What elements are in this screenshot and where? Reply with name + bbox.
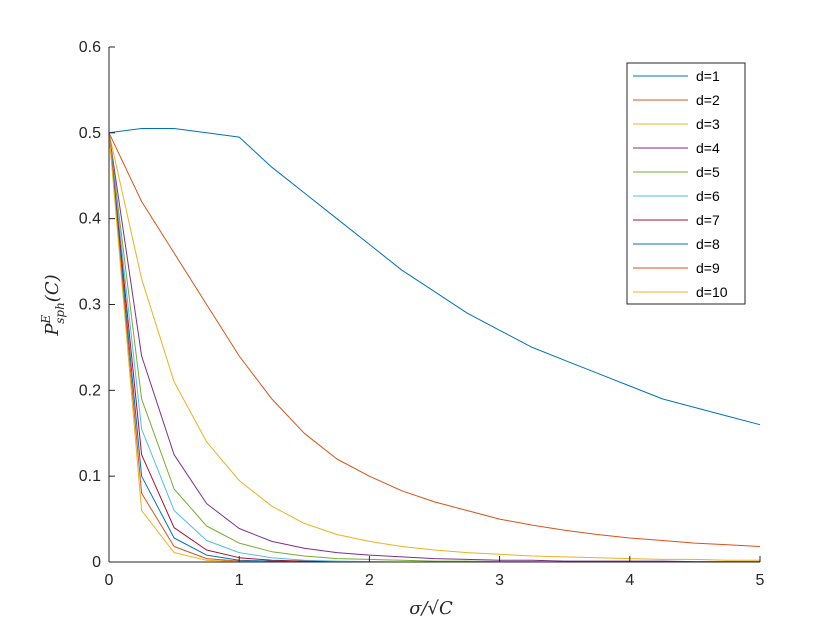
y-tick-label: 0.1	[79, 468, 101, 485]
legend-item: d=9	[633, 260, 720, 276]
legend-item: d=5	[633, 164, 720, 180]
legend-box	[626, 62, 746, 305]
x-tick-label: 2	[365, 572, 374, 589]
legend-label: d=4	[696, 140, 720, 156]
y-tick-label: 0.5	[79, 125, 101, 142]
series-line-1	[108, 128, 761, 426]
legend-label: d=10	[696, 284, 728, 300]
x-tick-label: 5	[756, 572, 765, 589]
legend-label: d=8	[696, 236, 720, 252]
legend-item: d=3	[633, 116, 720, 132]
y-tick-label: 0.2	[79, 382, 101, 399]
legend-item: d=7	[633, 212, 720, 228]
x-axis-label: σ/√C	[409, 598, 453, 619]
y-tick-label: 0.3	[79, 297, 101, 314]
x-tick-label: 1	[235, 572, 244, 589]
legend-label: d=6	[696, 188, 720, 204]
legend-item: d=6	[633, 188, 720, 204]
y-tick-label: 0	[92, 554, 101, 571]
legend: d=1 d=2 d=3 d=4 d=5 d=6 d=7 d=8 d=9 d=10	[626, 62, 746, 305]
legend-items: d=1 d=2 d=3 d=4 d=5 d=6 d=7 d=8 d=9 d=10	[633, 68, 728, 300]
legend-item: d=8	[633, 236, 720, 252]
legend-item: d=10	[633, 284, 728, 300]
x-tick-label: 4	[625, 572, 634, 589]
y-ticks: 0 0.1 0.2 0.3 0.4 0.5 0.6	[79, 39, 115, 571]
legend-label: d=2	[696, 92, 720, 108]
legend-label: d=1	[696, 68, 720, 84]
series-line-3	[108, 132, 760, 561]
y-axis-label: PEsph(C)	[39, 274, 67, 336]
x-tick-label: 0	[105, 572, 114, 589]
y-tick-label: 0.4	[79, 211, 101, 228]
legend-label: d=5	[696, 164, 720, 180]
series-line-2	[108, 132, 761, 547]
legend-label: d=7	[696, 212, 720, 228]
x-ticks: 0 1 2 3 4 5	[105, 556, 765, 589]
legend-label: d=9	[696, 260, 720, 276]
x-tick-label: 3	[495, 572, 504, 589]
y-tick-label: 0.6	[79, 39, 101, 56]
legend-item: d=1	[633, 68, 720, 84]
legend-item: d=2	[633, 92, 720, 108]
legend-item: d=4	[633, 140, 720, 156]
legend-label: d=3	[696, 116, 720, 132]
series-line-4	[108, 132, 760, 563]
